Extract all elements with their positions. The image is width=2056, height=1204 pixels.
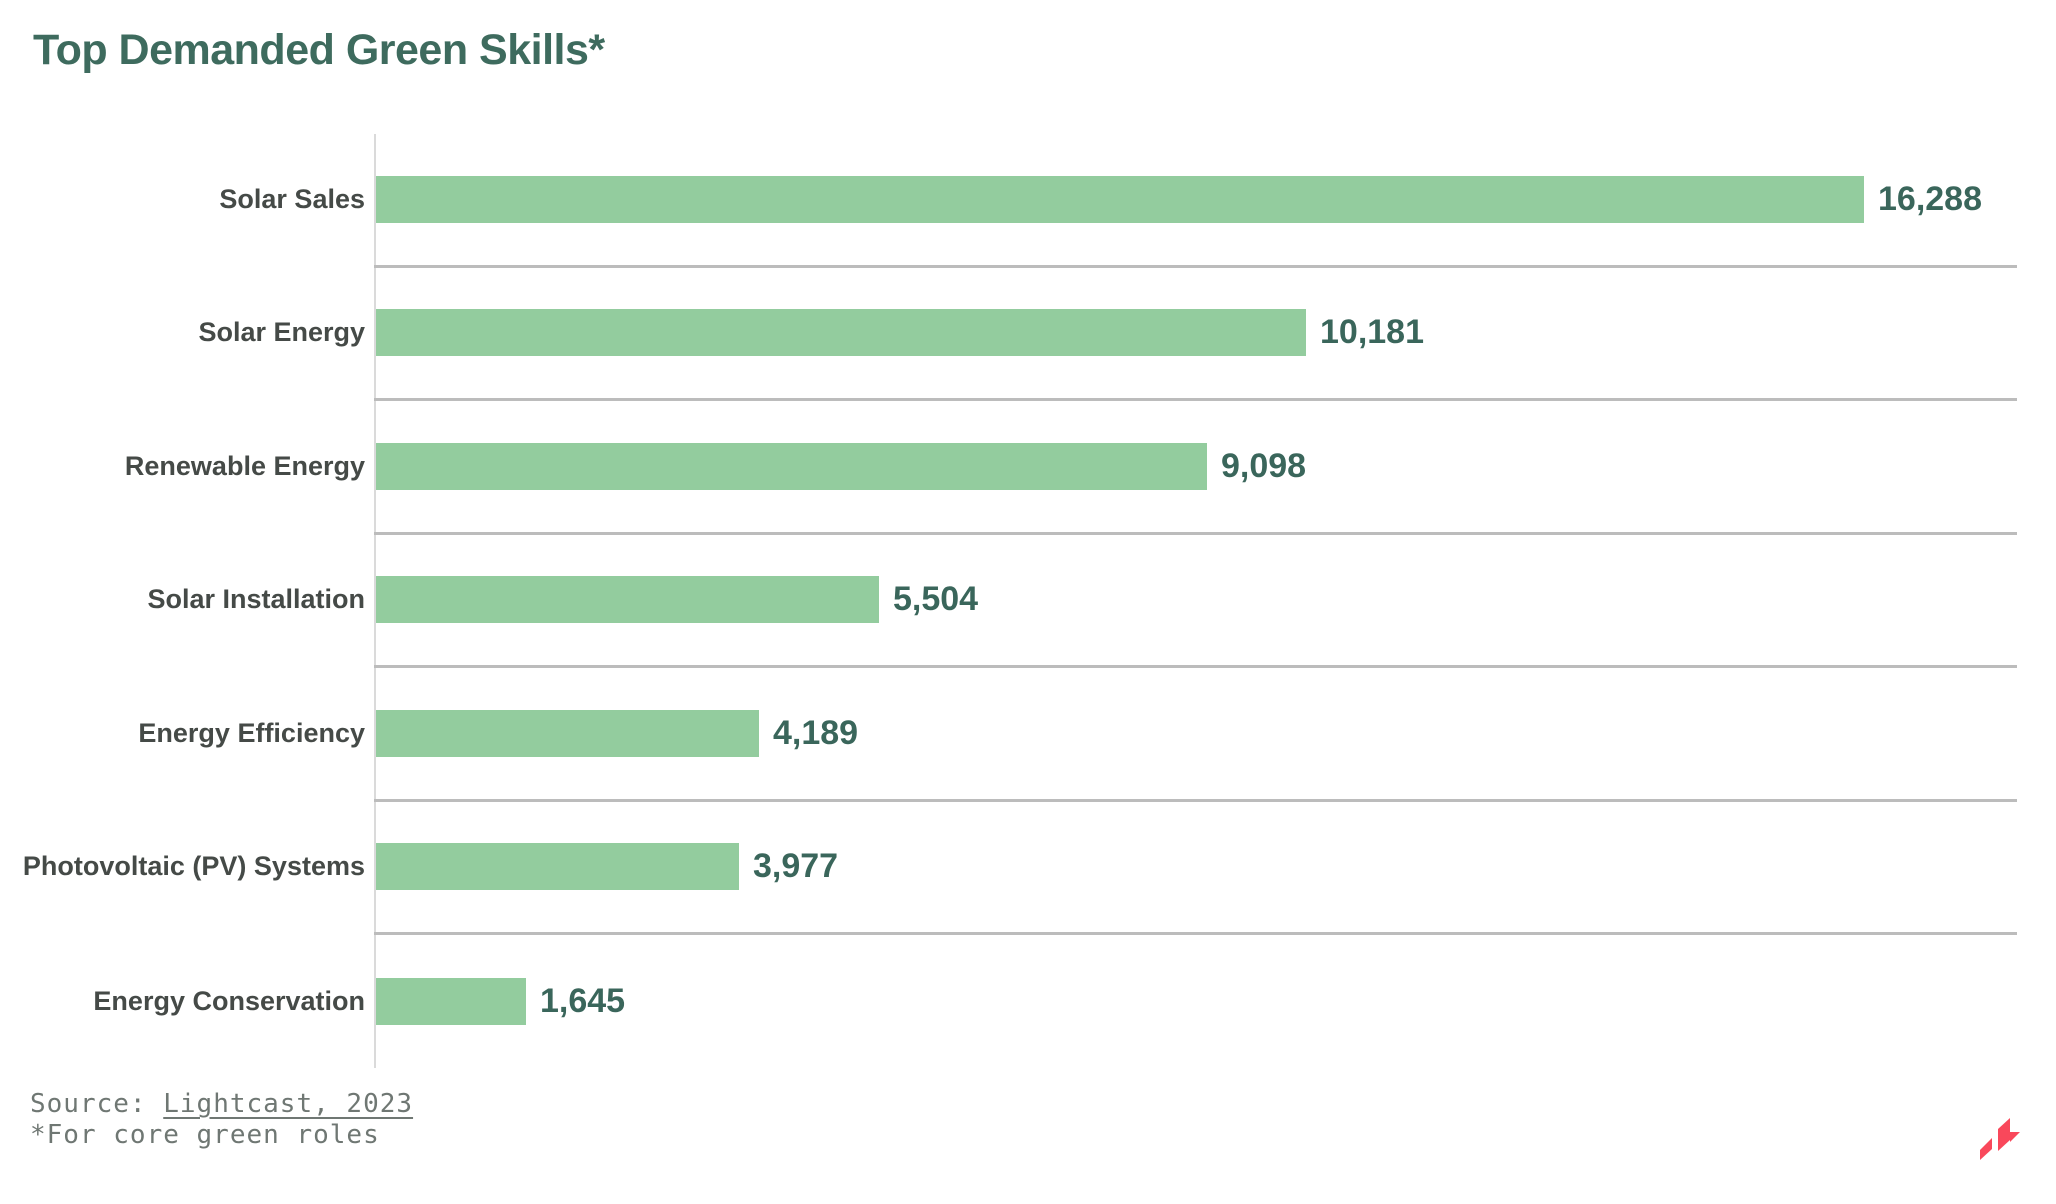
bar xyxy=(376,309,1306,357)
bar xyxy=(376,843,739,891)
bar xyxy=(376,576,879,624)
value-label: 9,098 xyxy=(1221,446,1307,485)
lightcast-logo xyxy=(1980,1118,2020,1160)
value-label: 16,288 xyxy=(1878,179,1982,218)
category-label: Solar Sales xyxy=(219,183,365,214)
value-label: 10,181 xyxy=(1320,313,1424,352)
value-label: 4,189 xyxy=(773,713,859,752)
bar-chart: Solar Sales 16,288 Solar Energy 10,181 R… xyxy=(23,134,2017,1069)
chart-row: Solar Energy 10,181 xyxy=(198,268,2017,401)
chart-row: Energy Efficiency 4,189 xyxy=(138,668,2017,802)
bar xyxy=(376,442,1207,490)
bar xyxy=(376,978,526,1026)
value-label: 1,645 xyxy=(540,982,626,1021)
value-label: 5,504 xyxy=(893,580,979,619)
category-label: Energy Efficiency xyxy=(138,717,365,748)
footnote: *For core green roles xyxy=(30,1120,380,1150)
value-label: 3,977 xyxy=(753,847,839,886)
y-axis-line xyxy=(374,134,376,1068)
source-note: Source: Lightcast, 2023 *For core green … xyxy=(30,1089,413,1151)
category-label: Energy Conservation xyxy=(93,986,365,1017)
chart-row: Photovoltaic (PV) Systems 3,977 xyxy=(23,802,2017,935)
category-label: Solar Energy xyxy=(198,317,365,348)
category-label: Photovoltaic (PV) Systems xyxy=(22,851,365,882)
chart-title: Top Demanded Green Skills* xyxy=(33,26,605,74)
source-line: Source: Lightcast, 2023 xyxy=(30,1089,413,1120)
chart-row: Solar Installation 5,504 xyxy=(147,535,2017,668)
category-label: Renewable Energy xyxy=(124,450,365,481)
source-link[interactable]: Lightcast, 2023 xyxy=(163,1089,414,1119)
chart-row: Renewable Energy 9,098 xyxy=(125,401,2017,535)
chart-row: Energy Conservation 1,645 xyxy=(93,935,2017,1069)
chart-rows: Solar Sales 16,288 Solar Energy 10,181 R… xyxy=(23,134,2017,1069)
bar xyxy=(376,709,759,757)
bar xyxy=(376,175,1864,223)
category-label: Solar Installation xyxy=(147,584,365,615)
source-prefix: Source: xyxy=(30,1089,164,1119)
chart-row: Solar Sales 16,288 xyxy=(219,134,2017,268)
